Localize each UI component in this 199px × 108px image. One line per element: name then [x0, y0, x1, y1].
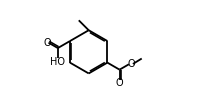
- Text: O: O: [128, 59, 135, 69]
- Text: HO: HO: [50, 57, 65, 67]
- Text: O: O: [44, 38, 51, 48]
- Text: O: O: [116, 78, 123, 88]
